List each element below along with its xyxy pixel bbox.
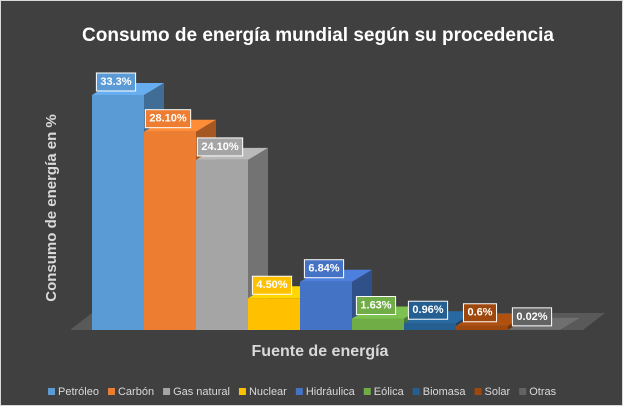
bar [92,95,144,330]
data-label: 1.63% [360,299,391,311]
legend-label: Nuclear [249,386,287,398]
chart-title: Consumo de energía mundial según su proc… [82,25,554,46]
bar [144,131,196,330]
data-label: 6.84% [308,263,339,275]
bar [300,281,352,330]
data-label-box [355,295,397,315]
data-label: 28.10% [149,113,187,125]
data-label: 4.50% [256,279,287,291]
legend-label: Eólica [374,386,405,398]
legend-swatch [412,388,420,395]
data-label-box [511,307,553,327]
legend-label: Solar [485,386,511,398]
legend-swatch [107,388,115,395]
legend-label: Hidráulica [306,386,356,398]
data-label-box [407,300,449,320]
y-axis-label: Consumo de energía en % [43,114,60,302]
data-label: 0.6% [467,307,492,319]
data-label-box [144,109,192,129]
bar-side [560,317,580,330]
data-label: 0.02% [516,311,547,323]
data-label: 24.10% [201,141,239,153]
legend-swatch [163,388,171,395]
legend-swatch [295,388,303,395]
data-label-box [251,275,293,295]
data-label: 33.3% [100,76,131,88]
data-label-box [196,137,244,157]
legend-swatch [48,388,55,395]
legend-label: Otras [529,386,556,398]
bar [352,318,404,330]
legend-swatch [474,388,482,395]
data-label: 0.96% [412,304,443,316]
data-label-box [95,72,137,92]
legend-swatch [519,388,527,395]
legend-swatch [363,388,371,395]
x-axis-label: Fuente de energía [252,343,389,360]
bar [248,298,300,330]
bar [196,159,248,330]
data-label-box [303,259,345,279]
bar [404,323,456,330]
legend-label: Carbón [118,386,154,398]
legend-label: Gas natural [173,386,230,398]
legend-label: Biomasa [423,386,467,398]
data-label-box [462,303,498,323]
bar [456,325,508,330]
legend-label: Petróleo [58,386,99,398]
legend-swatch [238,388,246,395]
